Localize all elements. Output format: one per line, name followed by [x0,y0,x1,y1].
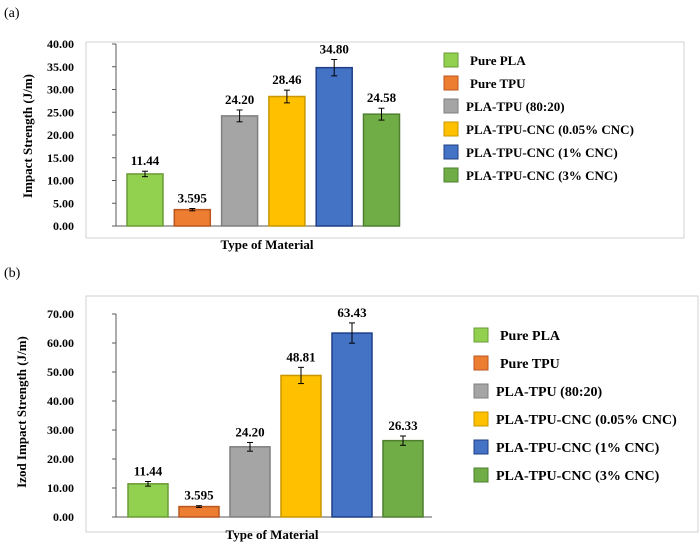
legend-swatch [443,144,459,160]
data-label: 24.20 [225,92,254,107]
y-tick-label: 30.00 [47,423,74,437]
chart-frame [85,295,699,533]
bar-1 [126,173,164,227]
y-tick-label: 40.00 [47,37,74,51]
y-tick-label: 0.00 [53,219,74,233]
y-tick-label: 20.00 [47,128,74,142]
bar-3 [220,115,259,227]
legend-label: PLA-TPU-CNC (0.05% CNC) [466,122,634,137]
chart-panel-b: (b) Izod Impact Strength (J/m) Type of M… [4,266,699,542]
y-tick-label: 0.00 [53,510,74,524]
y-tick-label: 5.00 [53,196,74,210]
y-tick-label: 25.00 [47,105,74,119]
bar-5 [331,332,373,518]
data-label: 34.80 [320,41,349,56]
legend: Pure PLA Pure TPU PLA-TPU (80:20) PLA-TPU-C… [473,327,677,484]
chart-panel-a: (a) Impact Strength (J/m) Type of Materi… [4,6,685,252]
data-label: 26.33 [388,418,418,433]
panel-label: (b) [4,266,21,281]
legend-label: PLA-TPU (80:20) [496,385,602,400]
data-label: 48.81 [286,349,315,364]
legend-label: Pure TPU [500,357,560,372]
legend-swatch [473,411,489,427]
bar-3 [229,446,271,518]
y-tick-label: 40.00 [47,394,74,408]
legend-label: Pure PLA [470,53,526,68]
y-tick-label: 10.00 [47,481,74,495]
legend-swatch [443,75,459,91]
data-label: 28.46 [272,72,302,87]
legend-label: PLA-TPU-CNC (3% CNC) [466,168,618,183]
y-tick-label: 20.00 [47,452,74,466]
y-tick-label: 50.00 [47,365,74,379]
y-tick-label: 15.00 [47,151,74,165]
legend: Pure PLA Pure TPU PLA-TPU (80:20) PLA-TPU-C… [443,52,634,183]
data-label: 11.44 [131,153,160,168]
bar-4 [268,95,306,227]
legend-swatch [443,98,459,114]
bar-4 [280,374,322,518]
legend-swatch [443,167,459,183]
y-tick-label: 30.00 [47,83,74,97]
y-tick-label: 10.00 [47,174,74,188]
legend-swatch [473,467,489,483]
y-axis-label: Impact Strength (J/m) [20,74,35,198]
bar-5 [315,66,353,227]
legend-swatch [473,439,489,455]
y-tick-label: 60.00 [47,336,74,350]
data-label: 3.595 [184,488,214,503]
bar-6 [382,439,424,518]
bar-2 [173,208,212,227]
data-label: 3.595 [178,191,208,206]
y-tick-label: 70.00 [47,307,74,321]
legend-label: Pure PLA [500,329,561,344]
data-label: 11.44 [134,464,163,479]
legend-label: PLA-TPU-CNC (1% CNC) [496,441,660,456]
y-tick-label: 35.00 [47,60,74,74]
x-axis-label: Type of Material [226,527,319,542]
legend-swatch [473,327,489,343]
legend-label: Pure TPU [470,76,526,91]
legend-swatch [443,52,459,68]
legend-swatch [443,121,459,137]
legend-swatch [473,355,489,371]
legend-label: PLA-TPU-CNC (1% CNC) [466,145,618,160]
data-label: 24.58 [367,90,397,105]
data-label: 24.20 [235,424,264,439]
y-axis-label: Izod Impact Strength (J/m) [14,336,29,488]
panel-label: (a) [4,6,20,21]
x-axis-label: Type of Material [221,237,314,252]
legend-label: PLA-TPU (80:20) [466,99,565,114]
legend-label: PLA-TPU-CNC (0.05% CNC) [496,413,677,428]
bar-6 [362,113,401,227]
legend-label: PLA-TPU-CNC (3% CNC) [496,469,660,484]
bar-2 [178,505,220,518]
chart-frame [85,41,685,239]
data-label: 63.43 [337,305,367,320]
bar-1 [127,483,169,518]
legend-swatch [473,383,489,399]
